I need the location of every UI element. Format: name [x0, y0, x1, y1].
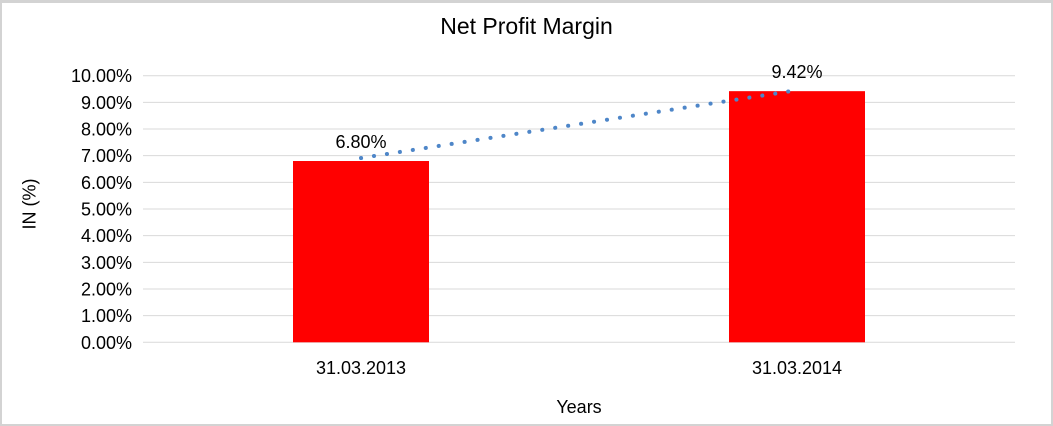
plot-area: 0.00% 1.00% 2.00% 3.00% 4.00% 5.00% 6.00% 7.00%…: [71, 62, 1015, 378]
data-label: 9.42%: [771, 62, 822, 82]
chart-title: Net Profit Margin: [440, 13, 613, 39]
y-tick-label: 4.00%: [81, 226, 132, 246]
y-axis-title: IN (%): [19, 178, 40, 230]
bar-31.03.2014: [729, 91, 865, 343]
bar-31.03.2013: [293, 161, 429, 343]
y-tick-label: 10.00%: [71, 66, 132, 86]
y-tick-label: 6.00%: [81, 173, 132, 193]
y-tick-label: 1.00%: [81, 306, 132, 326]
y-tick-label: 7.00%: [81, 146, 132, 166]
y-tick-label: 8.00%: [81, 120, 132, 140]
data-label: 6.80%: [335, 132, 386, 152]
y-tick-label: 5.00%: [81, 200, 132, 220]
y-tick-label: 0.00%: [81, 333, 132, 353]
y-tick-label: 3.00%: [81, 253, 132, 273]
x-tick-label: 31.03.2014: [752, 358, 842, 378]
trendline: [359, 88, 799, 161]
y-tick-label: 9.00%: [81, 93, 132, 113]
y-tick-label: 2.00%: [81, 279, 132, 299]
x-tick-label: 31.03.2013: [316, 358, 406, 378]
x-axis-title: Years: [556, 397, 602, 417]
